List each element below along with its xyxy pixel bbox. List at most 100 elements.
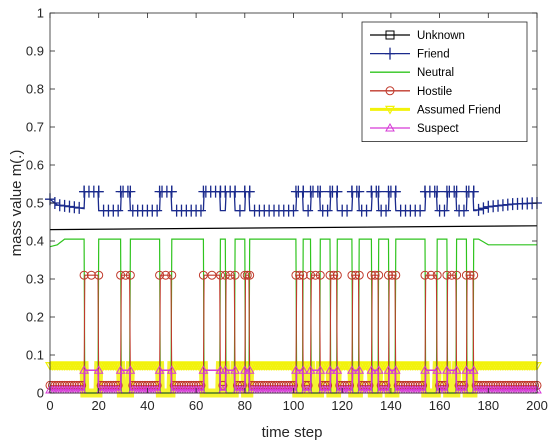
marker-hostile-peak [420, 270, 430, 280]
marker-friend [74, 201, 85, 214]
legend: Unknown Friend Neutral Hostile Assumed Frien… [361, 21, 528, 142]
marker-friend [59, 199, 70, 212]
legend-marker-unknown [385, 30, 395, 40]
marker-suspect-peak [215, 365, 226, 374]
marker-friend-peak [125, 185, 136, 198]
x-tick-label: 180 [477, 398, 499, 413]
marker-hostile-peak [351, 270, 361, 280]
marker-friend [288, 204, 299, 217]
marker-friend [439, 204, 450, 217]
x-tick-label: 0 [46, 398, 53, 413]
marker-hostile-peak [161, 270, 171, 280]
y-tick-label: 0.9 [26, 44, 44, 59]
marker-friend-peak [115, 185, 126, 198]
legend-label-friend: Friend [417, 49, 450, 61]
marker-suspect-peak [373, 365, 384, 374]
marker-friend-peak [451, 185, 462, 198]
marker-suspect-peak [420, 365, 430, 374]
x-axis-label: time step [262, 424, 323, 441]
marker-hostile-peak [452, 270, 462, 280]
y-axis-label: mass value m(.) [8, 150, 25, 257]
x-tick-label: 80 [238, 398, 252, 413]
marker-suspect-peak [451, 365, 462, 374]
marker-hostile-peak [291, 270, 301, 280]
x-tick-label: 140 [380, 398, 402, 413]
marker-suspect-peak [442, 365, 452, 374]
marker-friend-peak [166, 185, 177, 198]
marker-hostile-peak [86, 270, 96, 280]
marker-hostile-peak [240, 270, 250, 280]
y-tick-label: 1 [37, 6, 44, 21]
legend-label-assumed-friend: Assumed Friend [417, 104, 501, 116]
marker-suspect-peak [198, 365, 209, 374]
marker-suspect-peak [305, 365, 316, 374]
marker-friend-peak [93, 185, 104, 198]
marker-hostile-peak [469, 270, 479, 280]
marker-suspect-peak [166, 365, 177, 374]
marker-friend-peak [154, 185, 165, 198]
marker-hostile-peak [461, 270, 471, 280]
marker-hostile-peak [332, 270, 342, 280]
marker-hostile-peak [125, 270, 135, 280]
x-tick-label: 60 [189, 398, 203, 413]
marker-hostile-peak [347, 270, 357, 280]
y-tick-label: 0.2 [26, 310, 44, 325]
marker-suspect-peak [347, 365, 357, 374]
marker-hostile-peak [391, 270, 401, 280]
marker-friend [54, 199, 65, 212]
marker-suspect-peak [390, 365, 401, 374]
marker-suspect-peak [154, 365, 165, 374]
marker-friend-peak [432, 185, 443, 198]
marker-hostile-peak [155, 270, 165, 280]
marker-hostile-peak [245, 270, 255, 280]
marker-suspect-peak [115, 365, 126, 374]
marker-suspect-peak [239, 365, 250, 374]
marker-friend [195, 204, 206, 217]
marker-friend-peak [373, 185, 384, 198]
axes: 0 20 40 60 80 100 120 140 160 180 200 0 0.1 0.2 0.3 0.4… [26, 6, 548, 414]
marker-suspect-peak [383, 365, 394, 374]
marker-hostile-peak [167, 270, 177, 280]
y-tick-label: 0.5 [26, 196, 44, 211]
marker-hostile-peak [325, 270, 335, 280]
marker-friend-peak [419, 185, 430, 198]
marker-hostile-peak [387, 270, 397, 280]
marker-suspect-peak [432, 365, 443, 374]
marker-suspect-peak [298, 365, 309, 374]
marker-friend [69, 201, 80, 214]
marker-suspect-peak [125, 365, 136, 374]
y-tick-label: 0.3 [26, 272, 44, 287]
marker-hostile-peak [383, 270, 393, 280]
marker-suspect-peak [93, 365, 104, 374]
marker-friend-peak [305, 185, 316, 198]
marker-friend-peak [230, 185, 241, 198]
marker-suspect-peak [366, 365, 377, 374]
marker-hostile-peak [465, 270, 475, 280]
legend-marker-friend [385, 47, 395, 60]
y-tick-label: 0.1 [26, 348, 44, 363]
marker-hostile-peak [79, 270, 89, 280]
y-tick-label: 0.6 [26, 158, 44, 173]
marker-friend-peak [468, 185, 479, 198]
marker-suspect-peak [291, 365, 301, 374]
series-line-unknown [49, 225, 538, 231]
marker-hostile-peak [230, 270, 240, 280]
legend-label-unknown: Unknown [417, 30, 465, 42]
marker-friend [113, 204, 124, 217]
marker-hostile-peak [120, 270, 130, 280]
marker-friend-peak [220, 185, 231, 198]
marker-hostile-peak [220, 270, 230, 280]
marker-friend [381, 204, 392, 217]
marker-hostile-peak [329, 270, 339, 280]
legend-box [361, 21, 528, 142]
marker-hostile-peak [442, 270, 452, 280]
marker-hostile-peak [215, 270, 225, 280]
marker-suspect-peak [461, 365, 472, 374]
marker-suspect-peak [325, 365, 335, 374]
marker-hostile-peak [447, 270, 457, 280]
marker-hostile-peak [298, 270, 308, 280]
marker-friend-peak [79, 185, 90, 198]
marker-hostile-peak [374, 270, 384, 280]
x-tick-label: 200 [526, 398, 548, 413]
marker-hostile-peak [94, 270, 104, 280]
